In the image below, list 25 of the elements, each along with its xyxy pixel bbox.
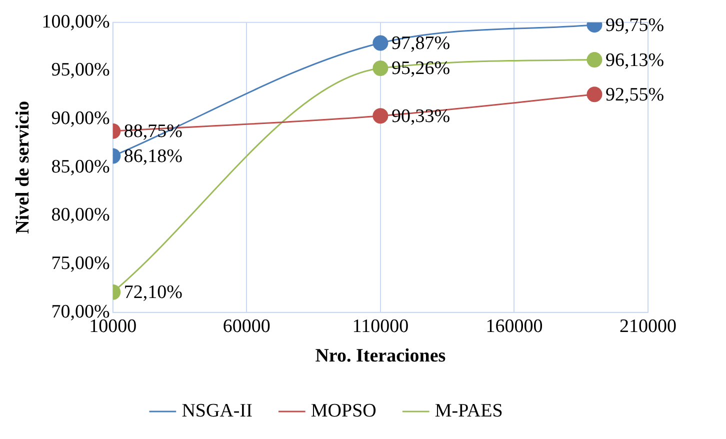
legend-label: M-PAES — [434, 400, 503, 422]
y-axis-title: Nivel de servicio — [12, 100, 34, 234]
y-tick-label: 95,00% — [51, 60, 110, 81]
data-label: 96,13% — [605, 50, 664, 71]
y-tick-label: 100,00% — [42, 11, 110, 32]
point — [586, 86, 602, 102]
data-label: 99,75% — [605, 14, 664, 36]
data-label: 95,26% — [391, 58, 450, 80]
point — [586, 52, 602, 68]
y-tick-label: 80,00% — [51, 204, 110, 226]
data-label: 97,87% — [391, 32, 450, 54]
legend-label: NSGA-II — [182, 400, 252, 422]
x-tick-label: 160000 — [486, 316, 543, 337]
legend-label: MOPSO — [310, 400, 376, 422]
data-label: 92,55% — [605, 84, 664, 106]
data-label: 72,10% — [124, 282, 183, 304]
data-label: 90,33% — [391, 106, 450, 127]
y-tick-label: 75,00% — [51, 253, 110, 274]
x-tick-label: 210000 — [620, 316, 676, 337]
x-tick-label: 60000 — [222, 316, 270, 337]
y-tick-label: 90,00% — [51, 108, 110, 130]
data-label: 86,18% — [124, 146, 183, 167]
y-tick-label: 85,00% — [51, 156, 110, 178]
x-axis-title: Nro. Iteraciones — [315, 346, 446, 367]
x-tick-label: 110000 — [352, 316, 409, 337]
